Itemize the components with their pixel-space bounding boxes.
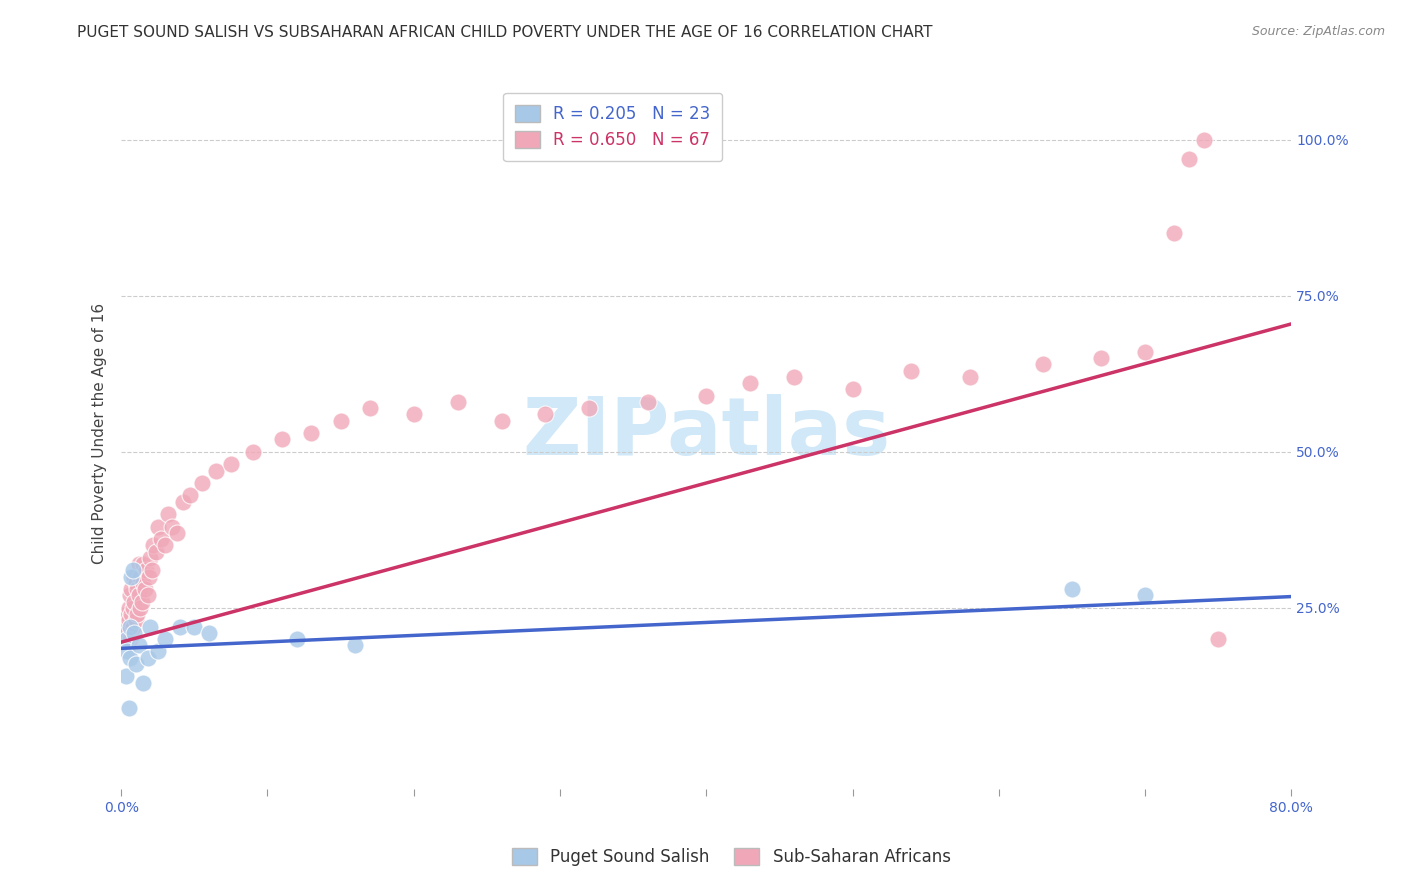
Point — [242, 445, 264, 459]
Legend: R = 0.205   N = 23, R = 0.650   N = 67: R = 0.205 N = 23, R = 0.650 N = 67 — [503, 93, 723, 161]
Point — [125, 613, 148, 627]
Point — [149, 532, 172, 546]
Point — [172, 494, 194, 508]
Text: Source: ZipAtlas.com: Source: ZipAtlas.com — [1251, 25, 1385, 38]
Point — [183, 619, 205, 633]
Point — [179, 488, 201, 502]
Point — [127, 607, 149, 621]
Point — [578, 401, 600, 416]
Point — [132, 557, 155, 571]
Point — [124, 625, 146, 640]
Point — [1192, 133, 1215, 147]
Point — [118, 650, 141, 665]
Point — [128, 588, 150, 602]
Point — [198, 625, 221, 640]
Point — [138, 569, 160, 583]
Point — [534, 408, 557, 422]
Point — [1090, 351, 1112, 366]
Text: ZIPatlas: ZIPatlas — [522, 394, 890, 472]
Point — [128, 557, 150, 571]
Point — [145, 544, 167, 558]
Point — [127, 582, 149, 596]
Point — [128, 638, 150, 652]
Point — [1060, 582, 1083, 596]
Point — [446, 395, 468, 409]
Point — [124, 594, 146, 608]
Point — [146, 644, 169, 658]
Point — [120, 607, 142, 621]
Point — [129, 600, 152, 615]
Point — [1032, 358, 1054, 372]
Point — [219, 458, 242, 472]
Point — [1133, 345, 1156, 359]
Point — [205, 464, 228, 478]
Point — [139, 619, 162, 633]
Point — [153, 538, 176, 552]
Point — [299, 426, 322, 441]
Point — [329, 414, 352, 428]
Point — [134, 582, 156, 596]
Point — [359, 401, 381, 416]
Point — [1133, 588, 1156, 602]
Point — [491, 414, 513, 428]
Point — [959, 370, 981, 384]
Point — [900, 364, 922, 378]
Point — [157, 507, 180, 521]
Point — [114, 669, 136, 683]
Point — [115, 632, 138, 646]
Point — [190, 475, 212, 490]
Point — [402, 408, 425, 422]
Legend: Puget Sound Salish, Sub-Saharan Africans: Puget Sound Salish, Sub-Saharan Africans — [505, 841, 957, 873]
Point — [146, 519, 169, 533]
Y-axis label: Child Poverty Under the Age of 16: Child Poverty Under the Age of 16 — [93, 302, 107, 564]
Point — [783, 370, 806, 384]
Point — [1178, 152, 1201, 166]
Point — [285, 632, 308, 646]
Point — [118, 632, 141, 646]
Point — [740, 376, 762, 391]
Point — [136, 588, 159, 602]
Point — [118, 619, 141, 633]
Point — [142, 538, 165, 552]
Point — [125, 575, 148, 590]
Point — [124, 569, 146, 583]
Point — [120, 582, 142, 596]
Point — [117, 613, 139, 627]
Point — [117, 600, 139, 615]
Point — [695, 389, 717, 403]
Point — [1163, 227, 1185, 241]
Point — [122, 619, 145, 633]
Point — [122, 563, 145, 577]
Point — [153, 632, 176, 646]
Point — [132, 675, 155, 690]
Point — [139, 550, 162, 565]
Point — [129, 569, 152, 583]
Point — [120, 569, 142, 583]
Point — [115, 607, 138, 621]
Point — [135, 563, 157, 577]
Point — [115, 644, 138, 658]
Point — [125, 657, 148, 671]
Point — [141, 563, 163, 577]
Point — [841, 383, 863, 397]
Point — [115, 625, 138, 640]
Point — [344, 638, 367, 652]
Point — [132, 575, 155, 590]
Point — [271, 433, 294, 447]
Point — [637, 395, 659, 409]
Point — [162, 519, 184, 533]
Point — [166, 525, 188, 540]
Point — [169, 619, 191, 633]
Point — [118, 588, 141, 602]
Text: PUGET SOUND SALISH VS SUBSAHARAN AFRICAN CHILD POVERTY UNDER THE AGE OF 16 CORRE: PUGET SOUND SALISH VS SUBSAHARAN AFRICAN… — [77, 25, 932, 40]
Point — [114, 619, 136, 633]
Point — [117, 700, 139, 714]
Point — [136, 650, 159, 665]
Point — [131, 594, 153, 608]
Point — [122, 600, 145, 615]
Point — [1206, 632, 1229, 646]
